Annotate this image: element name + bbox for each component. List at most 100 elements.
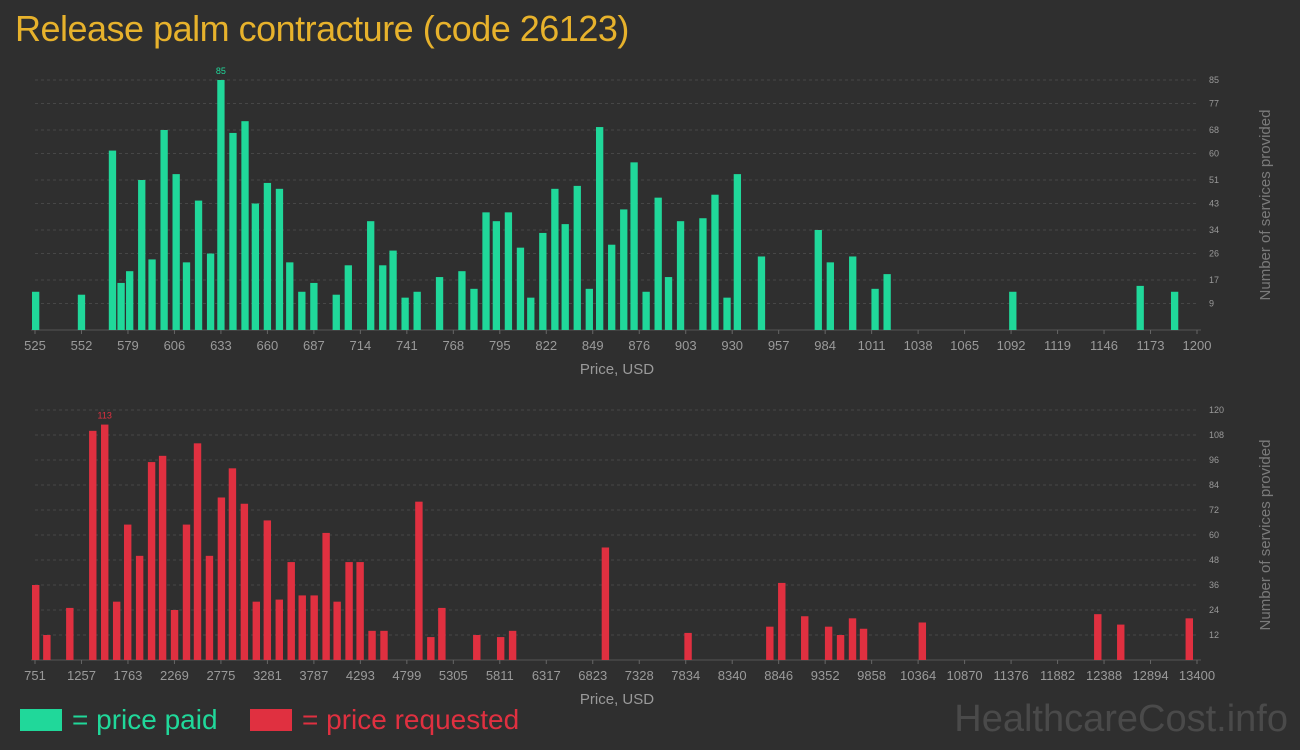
- bar-requested: [1094, 614, 1102, 660]
- bar-paid: [871, 288, 879, 330]
- bar-requested: [101, 424, 109, 660]
- x-tick-label: 4799: [392, 668, 421, 683]
- x-tick-label: 6317: [532, 668, 561, 683]
- bar-requested: [848, 618, 857, 660]
- bar-requested: [1117, 624, 1125, 660]
- bar-paid: [654, 197, 662, 330]
- bar-paid: [482, 212, 490, 330]
- bar-paid: [126, 271, 134, 330]
- x-tick-label: 3281: [253, 668, 282, 683]
- y-tick-label: 24: [1209, 605, 1219, 615]
- x-tick-label: 5305: [439, 668, 468, 683]
- bar-paid: [492, 221, 501, 330]
- y-tick-label: 48: [1209, 555, 1219, 565]
- bar-requested: [217, 497, 226, 660]
- bar-paid: [206, 253, 215, 330]
- y-tick-label: 60: [1209, 149, 1219, 159]
- y-tick-label: 85: [1209, 75, 1219, 85]
- bar-requested: [801, 616, 809, 660]
- bar-requested: [170, 610, 179, 660]
- x-tick-label: 660: [257, 338, 279, 353]
- bar-requested: [298, 595, 306, 660]
- bar-paid: [310, 282, 318, 330]
- x-tick-label: 741: [396, 338, 418, 353]
- bar-paid: [367, 221, 375, 330]
- bar-requested: [123, 524, 132, 660]
- y-tick-label: 17: [1209, 275, 1219, 285]
- bar-paid: [711, 194, 719, 330]
- x-tick-label: 7834: [671, 668, 700, 683]
- bar-paid: [194, 200, 203, 330]
- x-tick-label: 10364: [900, 668, 936, 683]
- bar-paid: [585, 288, 593, 330]
- x-tick-label: 606: [164, 338, 186, 353]
- bar-paid: [561, 224, 569, 330]
- max-value-label: 85: [216, 66, 226, 76]
- bar-paid: [723, 297, 731, 330]
- bar-paid: [413, 291, 421, 330]
- y-tick-label: 68: [1209, 125, 1219, 135]
- x-tick-label: 6823: [578, 668, 607, 683]
- bar-paid: [504, 212, 513, 330]
- legend-label-requested: = price requested: [302, 704, 520, 735]
- bar-paid: [263, 182, 272, 330]
- bar-paid: [470, 288, 478, 330]
- x-tick-label: 984: [814, 338, 836, 353]
- x-tick-label: 12388: [1086, 668, 1122, 683]
- bar-paid: [275, 188, 284, 330]
- bar-requested: [205, 555, 214, 660]
- bar-paid: [251, 203, 260, 330]
- page-title: Release palm contracture (code 26123): [15, 8, 629, 49]
- bar-requested: [158, 455, 167, 660]
- x-tick-label: 1119: [1044, 338, 1071, 353]
- bar-paid: [1170, 291, 1179, 330]
- bar-paid: [160, 130, 168, 330]
- x-tick-label: 714: [350, 338, 372, 353]
- x-tick-label: 1173: [1137, 338, 1165, 353]
- x-tick-label: 9858: [857, 668, 886, 683]
- x-tick-label: 9352: [811, 668, 840, 683]
- y-tick-label: 26: [1209, 249, 1219, 259]
- x-tick-label: 579: [117, 338, 139, 353]
- bar-requested: [66, 607, 74, 660]
- x-tick-label: 1038: [904, 338, 933, 353]
- bar-paid: [620, 209, 628, 330]
- bar-requested: [287, 562, 295, 660]
- x-tick-label: 11376: [993, 668, 1028, 683]
- bar-requested: [508, 630, 517, 660]
- bar-requested: [859, 628, 868, 660]
- x-tick-label: 822: [535, 338, 557, 353]
- x-tick-label: 1763: [113, 668, 142, 683]
- bar-requested: [252, 601, 261, 660]
- x-tick-label: 12894: [1132, 668, 1168, 683]
- bar-requested: [438, 607, 446, 660]
- bar-paid: [608, 244, 616, 330]
- bar-paid: [883, 274, 891, 330]
- bar-paid: [527, 297, 535, 330]
- bar-requested: [228, 468, 237, 660]
- legend-item-paid: = price paid: [20, 703, 218, 737]
- bar-paid: [138, 180, 146, 330]
- x-axis-title: Price, USD: [580, 691, 654, 708]
- bar-requested: [322, 532, 330, 660]
- x-tick-label: 525: [24, 338, 46, 353]
- bar-paid: [595, 127, 604, 330]
- bar-requested: [89, 430, 97, 660]
- x-tick-label: 552: [71, 338, 93, 353]
- x-tick-label: 687: [303, 338, 325, 353]
- bar-paid: [117, 282, 125, 330]
- bar-requested: [240, 503, 249, 660]
- bar-requested: [1185, 618, 1193, 660]
- bar-paid: [573, 185, 581, 330]
- bar-requested: [415, 501, 423, 660]
- x-tick-label: 13400: [1179, 668, 1215, 683]
- x-tick-label: 5811: [486, 668, 514, 683]
- bar-requested: [147, 462, 156, 660]
- x-tick-label: 3787: [299, 668, 328, 683]
- bar-paid: [630, 162, 638, 330]
- y-tick-label: 51: [1209, 175, 1219, 185]
- y-tick-label: 60: [1209, 530, 1219, 540]
- bar-paid: [826, 262, 834, 330]
- y-tick-label: 9: [1209, 299, 1214, 309]
- x-tick-label: 1011: [858, 338, 886, 353]
